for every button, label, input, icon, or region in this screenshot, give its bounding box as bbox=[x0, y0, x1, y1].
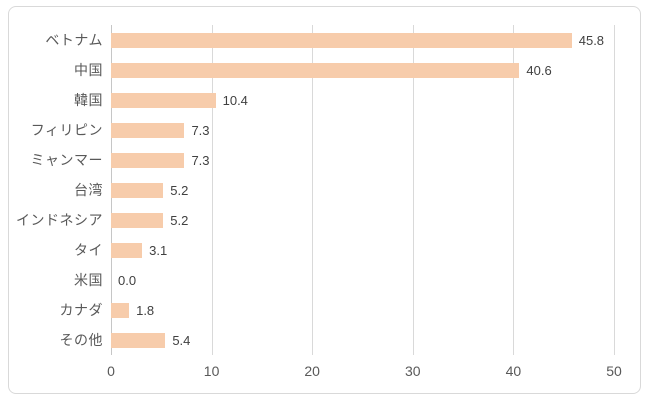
bar-track: 0.0 bbox=[111, 273, 650, 288]
value-label: 5.2 bbox=[170, 182, 189, 198]
bar-row: カナダ 1.8 bbox=[0, 295, 650, 325]
bar-track: 40.6 bbox=[111, 62, 650, 78]
bar bbox=[111, 92, 216, 108]
category-label: タイ bbox=[74, 242, 103, 258]
gridline bbox=[312, 25, 314, 355]
bar bbox=[111, 62, 520, 78]
category-label: カナダ bbox=[59, 302, 103, 318]
bar-track: 7.3 bbox=[111, 122, 650, 138]
bar-track: 5.2 bbox=[111, 182, 650, 198]
category-label: 台湾 bbox=[74, 182, 103, 198]
bar bbox=[111, 332, 166, 348]
bar-row: ミャンマー 7.3 bbox=[0, 145, 650, 175]
bar-track: 7.3 bbox=[111, 152, 650, 168]
value-label: 5.2 bbox=[170, 212, 189, 228]
bar bbox=[111, 182, 164, 198]
bar-row: タイ 3.1 bbox=[0, 235, 650, 265]
gridline bbox=[614, 25, 615, 355]
bar-track: 10.4 bbox=[111, 92, 650, 108]
category-label: その他 bbox=[59, 332, 103, 348]
bar bbox=[111, 302, 130, 318]
x-axis-tick-label: 30 bbox=[405, 363, 421, 379]
gridline bbox=[513, 25, 515, 355]
bar-track: 5.2 bbox=[111, 212, 650, 228]
bar-row: 韓国 10.4 bbox=[0, 85, 650, 115]
category-label: 中国 bbox=[74, 62, 103, 78]
bar-row: その他 5.4 bbox=[0, 325, 650, 355]
bar bbox=[111, 242, 143, 258]
x-axis-tick-label: 20 bbox=[304, 363, 320, 379]
bar bbox=[111, 122, 185, 138]
value-label: 5.4 bbox=[172, 332, 191, 348]
value-label: 7.3 bbox=[191, 152, 210, 168]
bar-row: 中国 40.6 bbox=[0, 55, 650, 85]
x-axis-tick-label: 50 bbox=[606, 363, 622, 379]
bar-track: 1.8 bbox=[111, 302, 650, 318]
value-label: 3.1 bbox=[149, 242, 168, 258]
bar-track: 5.4 bbox=[111, 332, 650, 348]
bar-rows: ベトナム 45.8 中国 40.6 韓国 10.4 フィリピン 7.3 ミャンマー 7.3 台湾 5.… bbox=[0, 25, 650, 355]
value-label: 40.6 bbox=[526, 62, 552, 78]
gridline bbox=[412, 25, 414, 355]
bar-track: 3.1 bbox=[111, 242, 650, 258]
gridline bbox=[211, 25, 213, 355]
x-axis-tick-label: 40 bbox=[505, 363, 522, 379]
category-label: 韓国 bbox=[74, 92, 103, 108]
category-label: インドネシア bbox=[16, 212, 103, 228]
x-axis-tick-label: 0 bbox=[107, 363, 115, 379]
bar-row: 台湾 5.2 bbox=[0, 175, 650, 205]
category-label: ミャンマー bbox=[30, 152, 103, 168]
bar-row: フィリピン 7.3 bbox=[0, 115, 650, 145]
category-label: ベトナム bbox=[45, 32, 103, 48]
bar-row: ベトナム 45.8 bbox=[0, 25, 650, 55]
bar-row: インドネシア 5.2 bbox=[0, 205, 650, 235]
x-axis: 0 10 20 30 40 50 bbox=[107, 363, 622, 383]
bar bbox=[111, 212, 164, 228]
category-label: フィリピン bbox=[30, 122, 103, 138]
category-label: 米国 bbox=[74, 272, 103, 288]
bar-track: 45.8 bbox=[111, 32, 650, 48]
value-label: 10.4 bbox=[222, 92, 248, 108]
bar-row: 米国 0.0 bbox=[0, 265, 650, 295]
value-label: 0.0 bbox=[118, 272, 137, 288]
value-label: 7.3 bbox=[191, 122, 210, 138]
bar bbox=[111, 152, 185, 168]
x-axis-tick-label: 10 bbox=[203, 363, 220, 379]
value-label: 45.8 bbox=[578, 32, 605, 48]
value-label: 1.8 bbox=[136, 302, 155, 318]
bar bbox=[111, 32, 572, 48]
